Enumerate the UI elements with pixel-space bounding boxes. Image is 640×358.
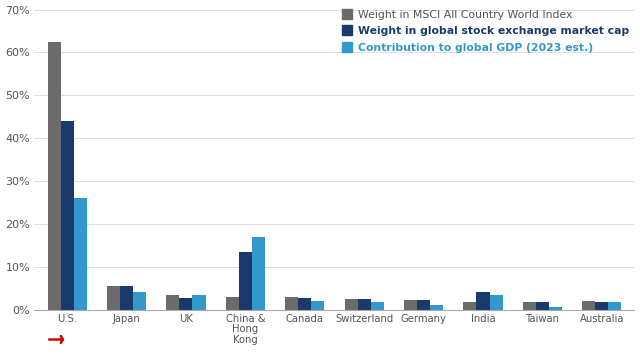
Bar [311,301,324,310]
Bar [404,300,417,310]
Bar [120,286,133,310]
Bar [523,302,536,310]
Bar [595,302,608,310]
Legend: Weight in MSCI All Country World Index, Weight in global stock exchange market c: Weight in MSCI All Country World Index, … [342,9,629,53]
Bar [430,305,443,310]
Bar [608,302,621,310]
Bar [344,299,358,310]
Bar [476,292,490,310]
Bar [490,295,502,310]
Bar [47,42,61,310]
Bar [417,300,430,310]
Bar [166,295,179,310]
Bar [239,252,252,310]
Bar [107,286,120,310]
Bar [226,297,239,310]
Bar [74,198,87,310]
Bar [133,292,146,310]
Bar [298,297,311,310]
Bar [358,299,371,310]
Bar [582,301,595,310]
Bar [371,302,384,310]
Bar [536,302,549,310]
Bar [193,295,205,310]
Bar [179,297,193,310]
Bar [252,237,265,310]
Bar [549,308,562,310]
Bar [463,302,476,310]
Bar [285,297,298,310]
Bar [61,121,74,310]
